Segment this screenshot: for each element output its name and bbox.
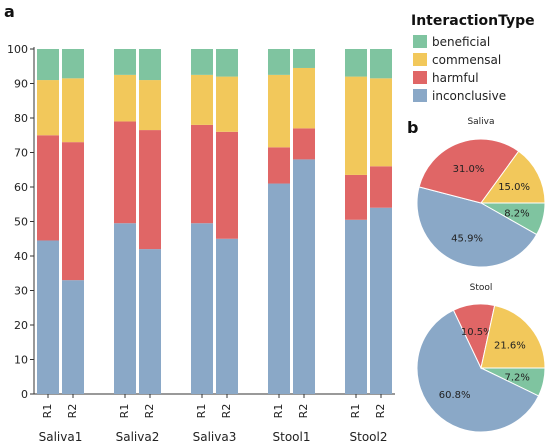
pie-slice-inconclusive: [416, 186, 538, 268]
legend-label-harmful: harmful: [432, 71, 479, 85]
bar-segment-harmful: [293, 128, 315, 160]
bar-segment-harmful: [216, 131, 238, 239]
x-tick-label: R2: [143, 404, 156, 419]
pie-label-harmful: 31.0%: [453, 164, 485, 175]
bar-segment-commensal: [191, 74, 213, 125]
group-label: Stool1: [273, 430, 311, 444]
group-label: Saliva2: [116, 430, 160, 444]
x-tick-label: R2: [220, 404, 233, 419]
group-label: Stool2: [350, 430, 388, 444]
pie-slice-harmful: [418, 138, 520, 204]
pie-slice-commensal: [480, 150, 546, 204]
pie-label-beneficial: 7.2%: [504, 372, 529, 383]
bar-segment-beneficial: [139, 49, 161, 81]
bar-segment-harmful: [268, 147, 290, 184]
legend-swatch-commensal: [413, 53, 427, 66]
stacked-bar-chart: 0 10 20 30 40 50 60 70 80 90 100 R1 R2 Saliva1 R1 R2 Sal…: [7, 43, 395, 444]
legend-label-inconclusive: inconclusive: [432, 89, 506, 103]
bar-segment-beneficial: [293, 49, 315, 68]
pie-label-inconclusive: 45.9%: [451, 233, 483, 244]
bar-segment-inconclusive: [268, 183, 290, 394]
y-tick-label: 100: [7, 43, 28, 56]
bar-segment-harmful: [139, 130, 161, 250]
bar-segment-harmful: [370, 166, 392, 208]
pie-slice-commensal: [480, 304, 546, 369]
bar-segment-beneficial: [268, 49, 290, 75]
legend-swatch-inconclusive: [413, 89, 427, 102]
bar-segment-beneficial: [191, 49, 213, 75]
pie-label-beneficial: 8.2%: [504, 208, 529, 219]
bar-segment-beneficial: [345, 49, 367, 77]
bar-segment-harmful: [191, 124, 213, 224]
legend-swatch-harmful: [413, 71, 427, 84]
panel-label-b: b: [407, 118, 418, 137]
x-tick-label: R2: [66, 404, 79, 419]
bar-segment-inconclusive: [293, 159, 315, 394]
pie-label-inconclusive: 60.8%: [439, 390, 471, 401]
bar-segment-commensal: [370, 78, 392, 167]
bar-segment-inconclusive: [37, 240, 59, 394]
bar-segment-commensal: [345, 76, 367, 175]
legend-title: InteractionType: [411, 13, 535, 29]
y-tick-label: 20: [14, 319, 28, 332]
y-tick-label: 70: [14, 147, 28, 160]
y-tick-label: 50: [14, 216, 28, 229]
y-tick-label: 90: [14, 78, 28, 91]
pie-title-saliva: Saliva: [467, 117, 494, 127]
bar-segment-beneficial: [37, 49, 59, 81]
x-tick-label: R2: [297, 404, 310, 419]
bar-segment-beneficial: [114, 49, 136, 75]
pie-title-stool: Stool: [470, 283, 493, 293]
x-tick-label: R2: [374, 404, 387, 419]
x-tick-label: R1: [41, 404, 54, 419]
bar-segment-commensal: [268, 74, 290, 148]
bar-segment-beneficial: [62, 49, 84, 79]
bar-segment-beneficial: [216, 49, 238, 77]
group-label: Saliva1: [39, 430, 83, 444]
y-tick-label: 0: [21, 388, 28, 401]
pie-slice-inconclusive: [416, 309, 540, 433]
legend: InteractionType beneficial commensal harmf…: [411, 13, 535, 103]
legend-swatch-beneficial: [413, 35, 427, 48]
y-tick-label: 10: [14, 354, 28, 367]
bar-segment-inconclusive: [114, 223, 136, 394]
y-tick-label: 30: [14, 285, 28, 298]
bar-segment-harmful: [62, 142, 84, 281]
bar-segment-commensal: [139, 80, 161, 131]
bar-segment-harmful: [37, 135, 59, 241]
bar-segment-inconclusive: [370, 207, 392, 394]
bar-segment-commensal: [37, 80, 59, 136]
bar-segment-inconclusive: [345, 219, 367, 394]
x-tick-label: R1: [272, 404, 285, 419]
bar-segment-beneficial: [370, 49, 392, 79]
bar-segment-inconclusive: [139, 249, 161, 394]
panel-label-a: a: [4, 2, 15, 21]
pie-chart-saliva: 8.2% 45.9% 31.0% 15.0%: [416, 138, 546, 268]
bar-segment-commensal: [293, 67, 315, 129]
y-tick-label: 80: [14, 112, 28, 125]
y-tick-label: 60: [14, 181, 28, 194]
group-label: Saliva3: [193, 430, 237, 444]
bar-segment-commensal: [216, 76, 238, 132]
legend-label-beneficial: beneficial: [432, 35, 490, 49]
pie-label-harmful: 10.5%: [461, 327, 493, 338]
legend-label-commensal: commensal: [432, 53, 501, 67]
pie-chart-stool: 7.2% 60.8% 10.5%21.6%: [416, 303, 546, 433]
bar-segment-commensal: [114, 74, 136, 122]
bar-segment-inconclusive: [62, 280, 84, 394]
pie-label-commensal: 15.0%: [498, 182, 530, 193]
bar-segment-harmful: [345, 174, 367, 220]
bar-segment-harmful: [114, 121, 136, 224]
x-tick-label: R1: [118, 404, 131, 419]
y-tick-label: 40: [14, 250, 28, 263]
bar-segment-commensal: [62, 78, 84, 143]
pie-label-commensal: 21.6%: [494, 341, 526, 352]
x-tick-label: R1: [195, 404, 208, 419]
bar-segment-inconclusive: [191, 223, 213, 394]
x-tick-label: R1: [349, 404, 362, 419]
bar-segment-inconclusive: [216, 238, 238, 394]
